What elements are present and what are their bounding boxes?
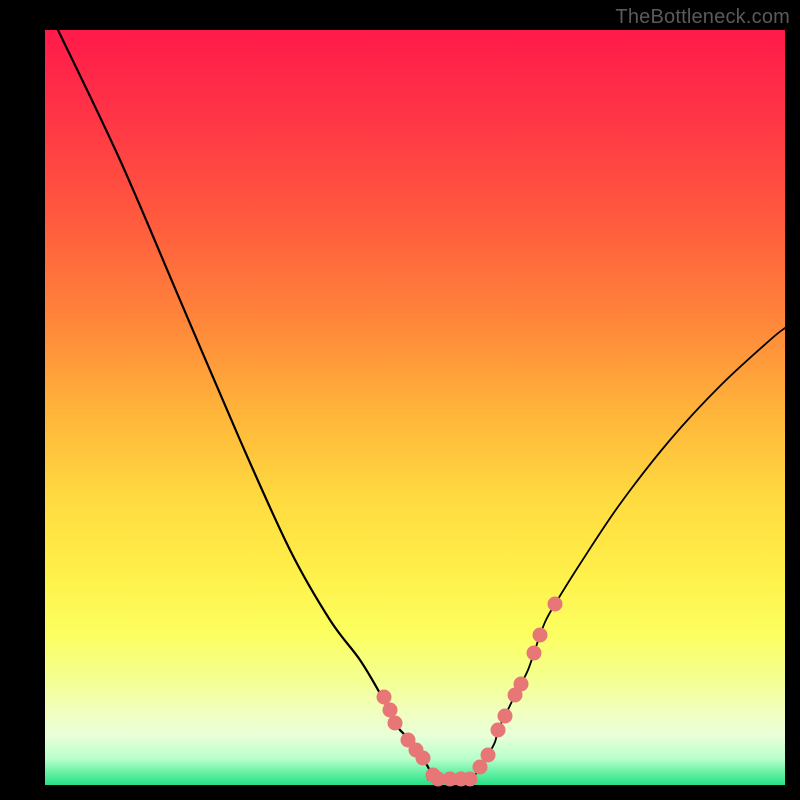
chart-data-marker xyxy=(388,716,403,731)
chart-data-marker xyxy=(527,646,542,661)
chart-data-marker xyxy=(463,772,478,787)
chart-data-marker xyxy=(514,677,529,692)
watermark-text: TheBottleneck.com xyxy=(615,6,790,29)
chart-data-marker xyxy=(383,703,398,718)
chart-data-marker xyxy=(498,709,513,724)
chart-gradient-background xyxy=(45,30,785,785)
chart-data-marker xyxy=(533,628,548,643)
chart-data-marker xyxy=(481,748,496,763)
bottleneck-chart xyxy=(0,0,800,800)
chart-data-marker xyxy=(377,690,392,705)
chart-data-marker xyxy=(548,597,563,612)
chart-data-marker xyxy=(416,751,431,766)
chart-data-marker xyxy=(491,723,506,738)
